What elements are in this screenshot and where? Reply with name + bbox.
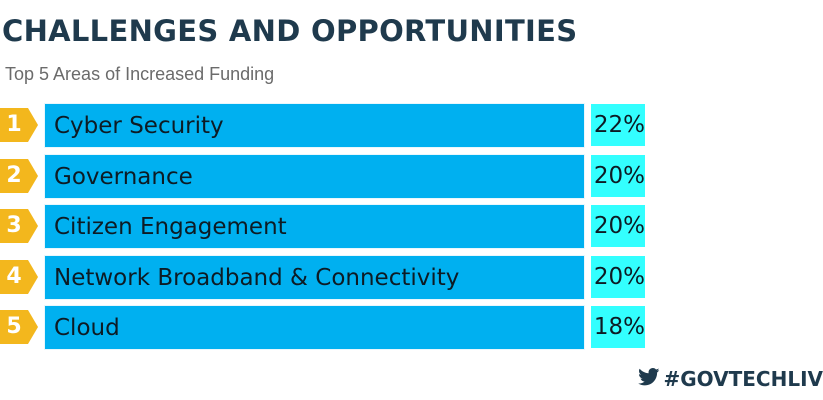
category-label: Cloud [54, 315, 120, 342]
rank-badge: 1 [0, 108, 38, 142]
category-label: Cyber Security [54, 113, 224, 139]
chevron-badge-icon [0, 209, 38, 244]
rank-number: 5 [6, 314, 22, 340]
category-label: Governance [54, 163, 193, 190]
rank-number: 4 [6, 263, 22, 289]
value-box: 22% [591, 104, 645, 146]
rank-number: 1 [6, 112, 22, 137]
rank-badge: 5 [0, 310, 38, 345]
rank-number: 2 [6, 162, 22, 188]
bar: Governance [44, 153, 585, 199]
page-title: CHALLENGES AND OPPORTUNITIES [2, 14, 578, 48]
rank-badge: 2 [0, 158, 38, 193]
value-box: 20% [591, 255, 645, 298]
value-label: 22% [593, 112, 645, 138]
value-box: 18% [591, 306, 645, 349]
chart-row: 2 Governance 20% [0, 153, 823, 199]
chevron-badge-icon [0, 259, 38, 294]
rank-badge: 3 [0, 209, 38, 244]
chart-row: 1 Cyber Security 22% [0, 102, 823, 148]
ranked-bar-chart: 1 Cyber Security 22% 2 Governance 20% 3 Citizen… [0, 102, 823, 355]
value-label: 20% [593, 213, 645, 240]
value-box: 20% [591, 154, 645, 197]
bar: Cloud [44, 305, 585, 351]
hashtag-text: #GOVTECHLIV [663, 367, 823, 391]
chart-row: 3 Citizen Engagement 20% [0, 203, 823, 250]
value-label: 20% [593, 263, 645, 290]
hashtag-footer: #GOVTECHLIV [638, 367, 823, 391]
chevron-badge-icon [0, 108, 38, 142]
rank-badge: 4 [0, 259, 38, 294]
value-label: 20% [593, 162, 645, 189]
category-label: Citizen Engagement [54, 214, 287, 241]
chart-row: 4 Network Broadband & Connectivity 20% [0, 254, 823, 300]
value-box: 20% [591, 205, 645, 248]
chevron-badge-icon [0, 158, 38, 193]
bar: Cyber Security [44, 103, 585, 148]
chart-row: 5 Cloud 18% [0, 304, 823, 351]
page-subtitle: Top 5 Areas of Increased Funding [5, 64, 275, 84]
rank-number: 3 [6, 213, 22, 239]
bar: Citizen Engagement [44, 204, 585, 250]
bar: Network Broadband & Connectivity [44, 254, 585, 300]
chevron-badge-icon [0, 310, 38, 345]
twitter-bird-icon [638, 367, 663, 391]
value-label: 18% [593, 314, 645, 341]
category-label: Network Broadband & Connectivity [54, 264, 460, 291]
